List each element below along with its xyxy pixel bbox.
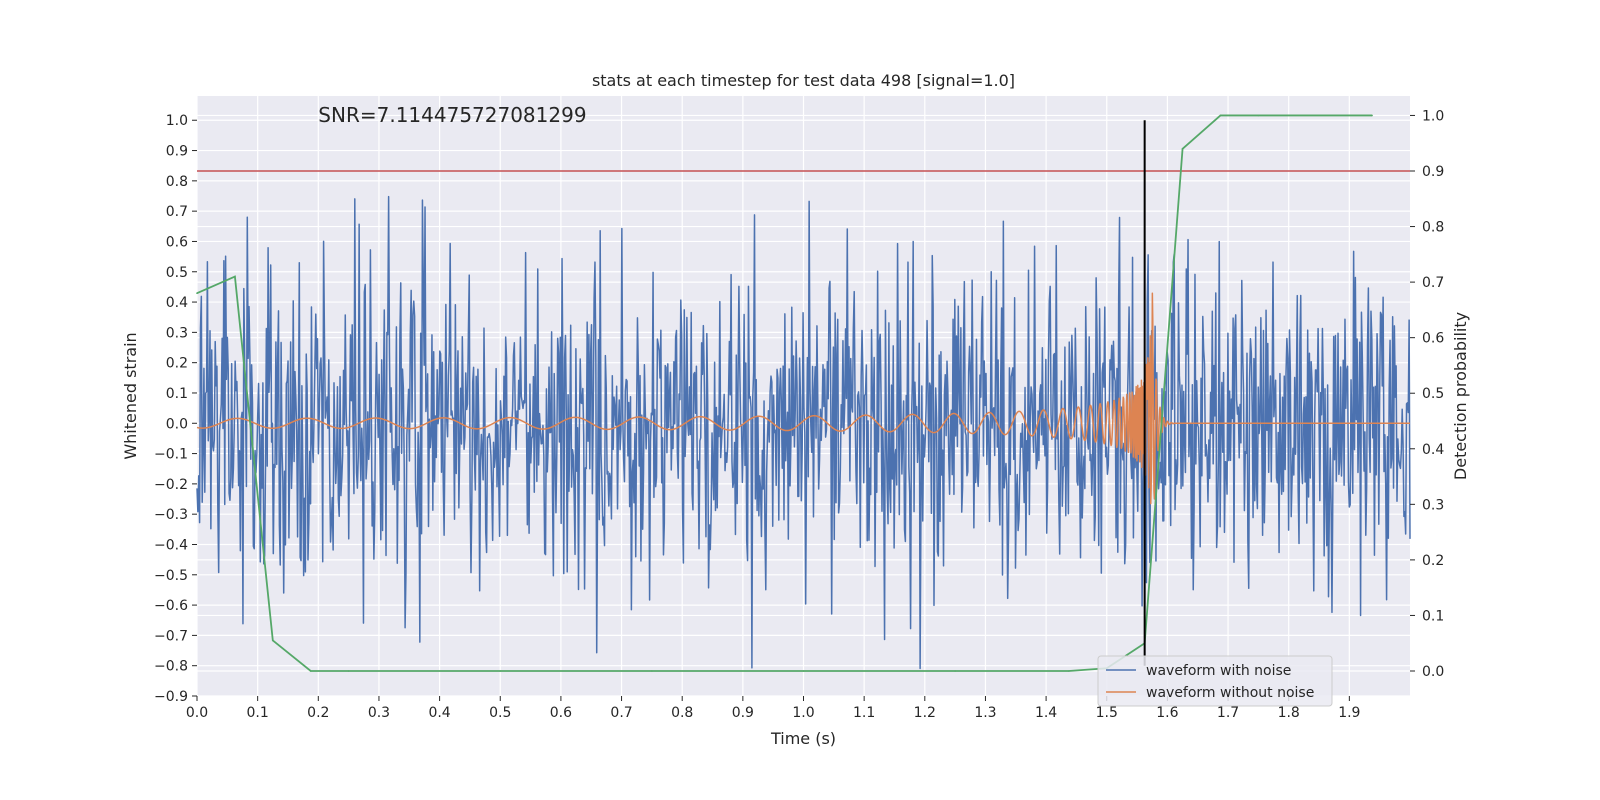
chart-title: stats at each timestep for test data 498… (592, 71, 1015, 90)
detection-probability-point-4 (347, 670, 350, 672)
detection-probability-point-6 (651, 670, 653, 672)
y-left-tick-label-1: −0.8 (154, 659, 188, 675)
y-left-tick-label-2: −0.7 (154, 628, 188, 644)
y-left-tick-label-15: 0.6 (166, 234, 188, 250)
detection-probability-point-8 (954, 670, 956, 672)
y-right-tick-label-2: 0.2 (1422, 553, 1444, 569)
x-tick-label-7: 0.7 (610, 705, 632, 721)
detection-probability-point-1 (234, 275, 236, 278)
x-tick-label-0: 0.0 (186, 705, 208, 721)
y-right-tick-label-7: 0.7 (1422, 275, 1444, 291)
y-left-tick-label-6: −0.3 (154, 507, 188, 523)
detection-probability-point-9 (1068, 670, 1070, 672)
x-tick-label-10: 1.0 (792, 705, 814, 721)
y-left-tick-label-3: −0.6 (154, 598, 188, 614)
x-tick-label-15: 1.5 (1096, 705, 1118, 721)
x-tick-label-2: 0.2 (307, 705, 329, 721)
x-tick-label-6: 0.6 (550, 705, 572, 721)
detection-probability-point-3 (309, 670, 312, 672)
y-left-tick-label-11: 0.2 (166, 356, 188, 372)
y-left-tick-label-7: −0.2 (154, 477, 188, 493)
y-axis-left-label: Whitened strain (121, 332, 140, 459)
y-left-tick-label-12: 0.3 (166, 325, 188, 341)
x-tick-label-12: 1.2 (914, 705, 936, 721)
y-left-tick-label-5: −0.4 (154, 537, 188, 553)
y-left-tick-label-4: −0.5 (154, 568, 188, 584)
x-tick-label-9: 0.9 (732, 705, 754, 721)
y-right-tick-label-4: 0.4 (1422, 442, 1444, 458)
y-left-tick-label-13: 0.4 (166, 295, 188, 311)
series-waveform-without-noise (196, 292, 1411, 505)
detection-probability-point-15 (1371, 114, 1373, 117)
series-waveform-with-noise (196, 195, 1411, 670)
x-tick-label-8: 0.8 (671, 705, 693, 721)
y-left-tick-label-19: 1.0 (166, 113, 188, 129)
x-tick-label-19: 1.9 (1338, 705, 1360, 721)
x-tick-label-13: 1.3 (974, 705, 996, 721)
y-right-tick-label-8: 0.8 (1422, 220, 1444, 236)
y-right-tick-label-3: 0.3 (1422, 497, 1444, 513)
x-tick-label-3: 0.3 (368, 705, 390, 721)
legend-box (1097, 655, 1333, 707)
y-right-tick-label-6: 0.6 (1422, 331, 1444, 347)
detection-probability-point-12 (1181, 147, 1184, 150)
y-axis-right: 0.0 0.1 0.2 0.3 0.4 0.5 0.6 0.7 0.8 0.9 1.0 (1410, 108, 1444, 680)
y-right-tick-label-9: 0.9 (1422, 164, 1444, 180)
y-right-tick-label-5: 0.5 (1422, 386, 1444, 402)
x-tick-label-1: 0.1 (247, 705, 269, 721)
legend-label-waveform-without-noise: waveform without noise (1146, 685, 1314, 701)
y-right-tick-label-0: 0.0 (1422, 664, 1444, 680)
detection-probability-point-0 (196, 292, 198, 295)
legend-label-waveform-with-noise: waveform with noise (1146, 663, 1291, 679)
y-right-tick-label-1: 0.1 (1422, 608, 1444, 624)
x-tick-label-18: 1.8 (1278, 705, 1300, 721)
series-detection-probability (196, 114, 1373, 672)
y-left-tick-label-10: 0.1 (166, 386, 188, 402)
x-tick-label-14: 1.4 (1035, 705, 1057, 721)
x-axis: 0.0 0.1 0.2 0.3 0.4 0.5 0.6 0.7 0.8 0.9 1.0 1.1 1.2 1… (186, 696, 1360, 721)
y-left-tick-label-0: −0.9 (154, 689, 188, 705)
y-left-tick-label-8: −0.1 (154, 447, 188, 463)
y-axis-right-label: Detection probability (1451, 312, 1470, 480)
detection-probability-point-7 (802, 670, 805, 672)
x-tick-label-17: 1.7 (1217, 705, 1239, 721)
x-tick-label-16: 1.6 (1156, 705, 1178, 721)
legend: waveform with noise waveform without noi… (1097, 655, 1333, 707)
y-axis-left: −0.9 −0.8 −0.7 −0.6 −0.5 −0.4 −0.3 −0.2 −0.1 0.0 0… (154, 113, 197, 705)
series-layer (196, 114, 1411, 672)
y-left-tick-label-14: 0.5 (166, 265, 188, 281)
detection-probability-point-14 (1257, 114, 1260, 117)
x-axis-label: Time (s) (770, 729, 836, 748)
detection-probability-point-5 (499, 670, 502, 672)
y-left-tick-label-16: 0.7 (166, 204, 188, 220)
y-left-tick-label-9: 0.0 (166, 416, 188, 432)
snr-annotation: SNR=7.114475727081299 (318, 103, 586, 127)
y-left-tick-label-17: 0.8 (166, 174, 188, 190)
detection-probability-point-2 (272, 639, 274, 642)
x-tick-label-11: 1.1 (853, 705, 875, 721)
y-right-tick-label-10: 1.0 (1422, 108, 1444, 124)
y-left-tick-label-18: 0.9 (166, 144, 188, 160)
detection-probability-point-13 (1219, 114, 1222, 117)
x-tick-label-4: 0.4 (428, 705, 450, 721)
x-tick-label-5: 0.5 (489, 705, 511, 721)
